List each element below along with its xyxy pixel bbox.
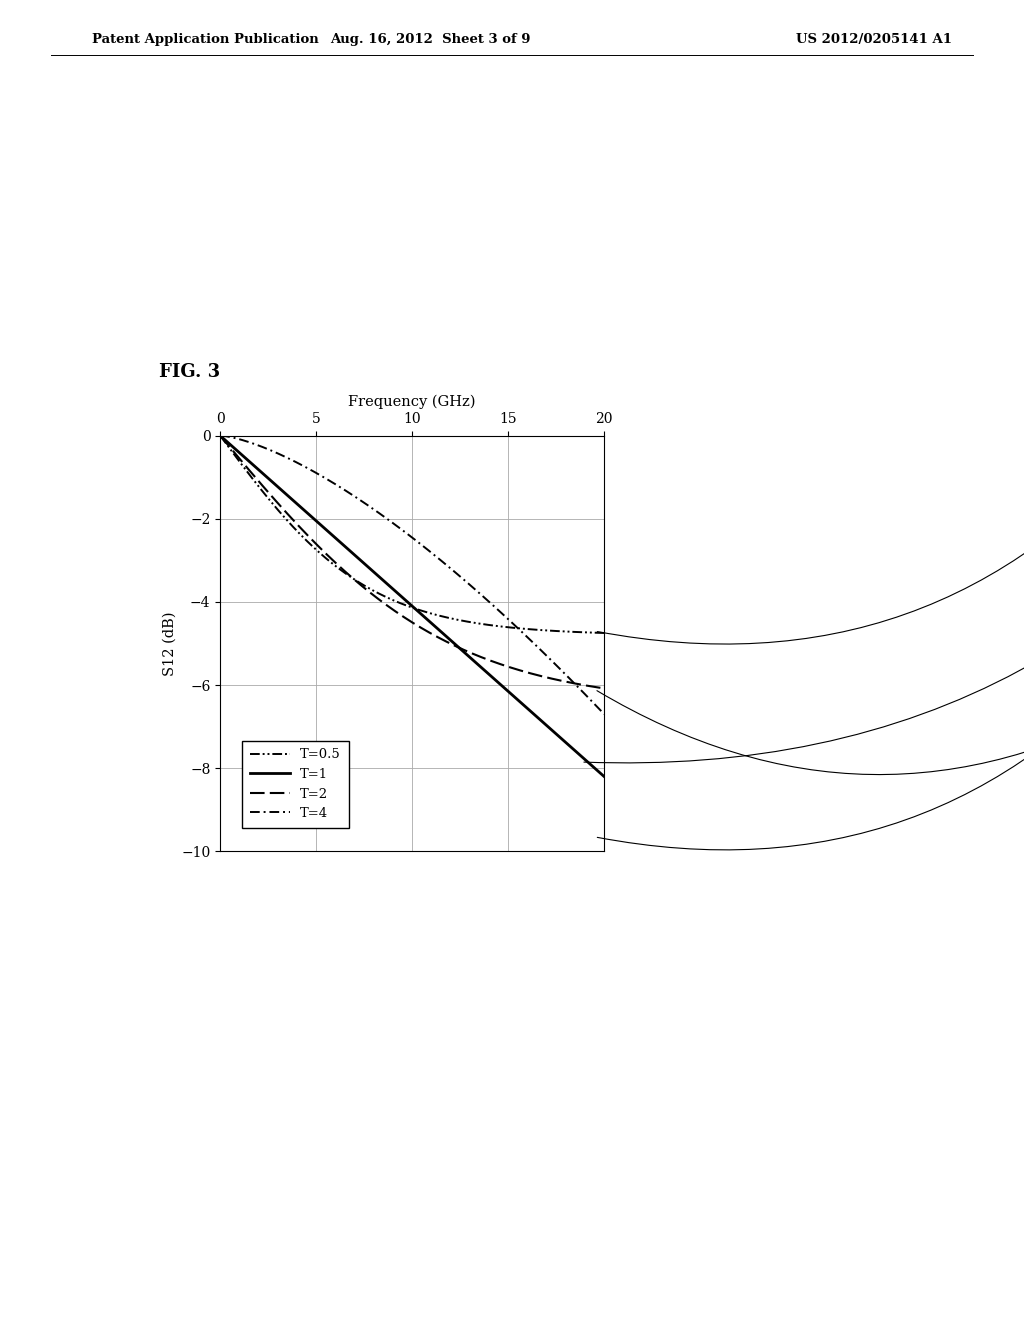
T=2: [370, 589, 382, 605]
T=4: [214, 428, 226, 444]
T=4: [478, 589, 490, 605]
T=2: [383, 599, 395, 615]
T=0.5: [520, 622, 532, 638]
Text: Sample 3: Sample 3: [597, 682, 1024, 775]
T=1: [253, 462, 265, 478]
Text: Patent Application Publication: Patent Application Publication: [92, 33, 318, 46]
T=4: [598, 706, 610, 722]
T=0.5: [370, 583, 382, 599]
Text: Sample 4: Sample 4: [597, 417, 1024, 644]
T=4: [370, 503, 382, 519]
T=0.5: [513, 620, 525, 636]
T=2: [478, 651, 490, 667]
T=1: [370, 565, 382, 581]
T=4: [383, 512, 395, 528]
T=1: [598, 768, 610, 784]
Line: T=4: T=4: [220, 436, 604, 714]
T=0.5: [214, 428, 226, 444]
X-axis label: Frequency (GHz): Frequency (GHz): [348, 395, 476, 409]
Text: Sample 2: Sample 2: [584, 339, 1024, 763]
T=4: [253, 438, 265, 454]
Text: Sample 1: Sample 1: [597, 623, 1024, 850]
T=4: [513, 622, 525, 638]
T=1: [513, 693, 525, 709]
T=1: [214, 428, 226, 444]
T=0.5: [383, 590, 395, 606]
Legend: T=0.5, T=1, T=2, T=4: T=0.5, T=1, T=2, T=4: [242, 741, 349, 828]
T=2: [598, 681, 610, 697]
Y-axis label: S12 (dB): S12 (dB): [163, 611, 177, 676]
T=0.5: [253, 479, 265, 495]
T=2: [520, 664, 532, 680]
T=0.5: [598, 626, 610, 642]
T=1: [520, 700, 532, 715]
T=4: [520, 628, 532, 644]
Line: T=1: T=1: [220, 436, 604, 776]
Text: Aug. 16, 2012  Sheet 3 of 9: Aug. 16, 2012 Sheet 3 of 9: [330, 33, 530, 46]
Line: T=2: T=2: [220, 436, 604, 689]
T=1: [383, 578, 395, 594]
T=1: [478, 661, 490, 677]
T=2: [214, 428, 226, 444]
Text: FIG. 3: FIG. 3: [159, 363, 220, 381]
Line: T=0.5: T=0.5: [220, 436, 604, 634]
T=2: [513, 663, 525, 678]
T=0.5: [478, 616, 490, 632]
T=2: [253, 474, 265, 490]
Text: US 2012/0205141 A1: US 2012/0205141 A1: [797, 33, 952, 46]
